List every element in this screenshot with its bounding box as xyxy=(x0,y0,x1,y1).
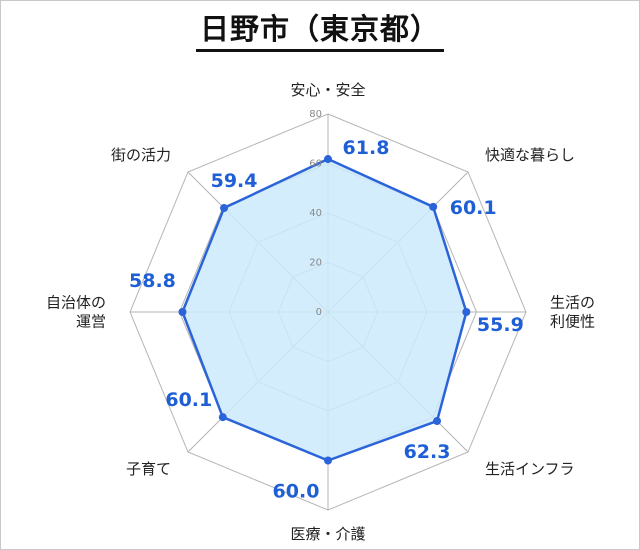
value-label: 60.1 xyxy=(450,197,497,219)
tick-label: 0 xyxy=(316,307,322,318)
data-point xyxy=(178,308,186,316)
value-label: 62.3 xyxy=(404,441,451,463)
axis-label: 自治体の xyxy=(46,294,106,312)
data-point xyxy=(219,413,227,421)
tick-label: 60 xyxy=(309,159,322,170)
data-point xyxy=(433,417,441,425)
axis-label: 医療・介護 xyxy=(290,525,365,543)
tick-label: 20 xyxy=(309,258,322,269)
value-label: 58.8 xyxy=(129,270,176,292)
data-point xyxy=(429,203,437,211)
axis-label: 利便性 xyxy=(550,313,595,331)
tick-label: 80 xyxy=(309,109,322,120)
value-label: 59.4 xyxy=(211,170,258,192)
axis-label: 快適な暮らし xyxy=(485,146,575,164)
data-point xyxy=(324,457,332,465)
axis-label: 安心・安全 xyxy=(290,81,365,99)
axis-label: 生活の xyxy=(550,294,595,312)
value-label: 61.8 xyxy=(343,137,390,159)
value-label: 55.9 xyxy=(477,314,524,336)
value-label: 60.1 xyxy=(165,389,212,411)
axis-label: 街の活力 xyxy=(111,146,171,164)
data-point xyxy=(324,155,332,163)
series-layer xyxy=(178,155,470,464)
data-point xyxy=(220,204,228,212)
axis-label: 生活インフラ xyxy=(485,460,575,478)
axis-label: 子育て xyxy=(126,460,171,478)
value-label: 60.0 xyxy=(273,481,320,503)
tick-label: 40 xyxy=(309,208,322,219)
data-point xyxy=(462,308,470,316)
axis-label: 運営 xyxy=(76,313,106,331)
